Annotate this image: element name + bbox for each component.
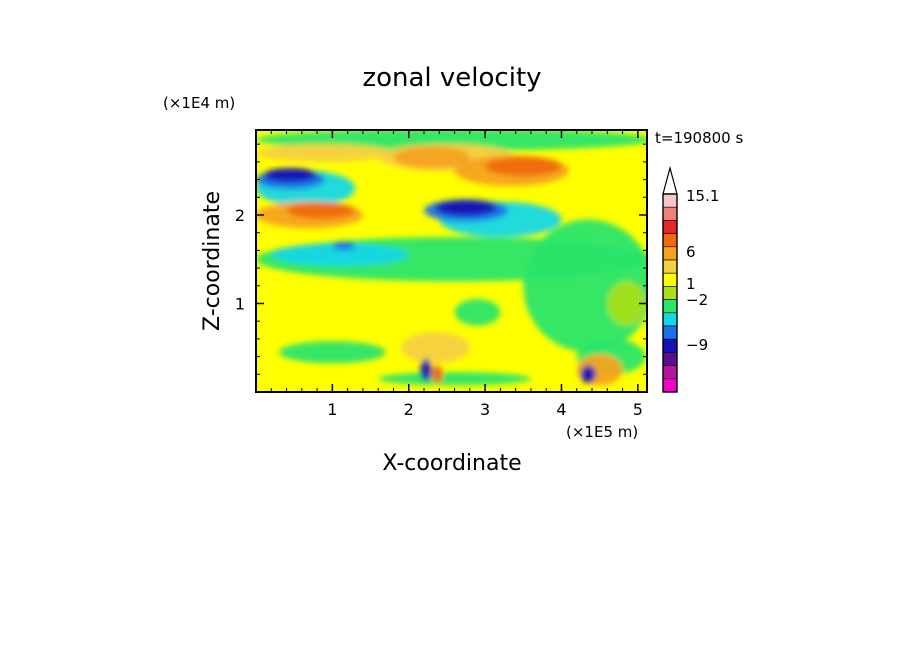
colorbar-label: 6: [686, 243, 696, 261]
x-unit-label: (×1E5 m): [566, 423, 638, 441]
time-label: t=190800 s: [655, 129, 743, 147]
colorbar-arrow: [662, 165, 678, 195]
colorbar-swatch: [662, 286, 678, 300]
contour-region: [485, 156, 562, 176]
contour-region: [401, 332, 470, 364]
velocity-field: [256, 130, 647, 392]
colorbar-swatch: [662, 233, 678, 248]
x-tick-label: 5: [633, 400, 643, 419]
colorbar-swatch: [662, 299, 678, 314]
contour-region: [607, 281, 646, 326]
colorbar-swatch: [662, 325, 678, 340]
colorbar-swatch: [662, 206, 678, 221]
contour-region: [431, 365, 444, 384]
contour-region: [454, 299, 501, 326]
contour-region: [286, 202, 356, 219]
contour-region: [393, 146, 470, 169]
contour-region: [256, 144, 394, 162]
contour-region: [378, 372, 531, 386]
colorbar-swatch: [662, 378, 678, 393]
contour-region: [435, 199, 497, 216]
x-tick-label: 1: [327, 400, 337, 419]
y-axis: 12: [235, 143, 647, 375]
y-axis-label: Z-coordinate: [200, 191, 225, 331]
colorbar-swatch: [662, 259, 678, 274]
plot-frame: [255, 129, 648, 393]
colorbar-label: −9: [686, 336, 708, 354]
field-contours: [256, 130, 647, 386]
colorbar-label: 1: [686, 275, 696, 293]
contour-region: [263, 168, 318, 183]
contour-region: [580, 365, 596, 384]
colorbar-label: −2: [686, 291, 708, 309]
colorbar-frame: [662, 193, 678, 393]
colorbar-swatch: [662, 193, 678, 208]
chart-title: zonal velocity: [362, 63, 541, 93]
y-unit-label: (×1E4 m): [163, 94, 235, 112]
colorbar-swatch: [662, 220, 678, 234]
y-tick-label: 2: [235, 206, 245, 225]
colorbar-swatch: [662, 365, 678, 380]
contour-region: [332, 241, 356, 251]
colorbar: 15.1 6 1−2 −9: [662, 165, 719, 393]
contour-region: [271, 243, 409, 266]
y-tick-label: 1: [235, 294, 245, 313]
colorbar-swatch: [662, 338, 678, 353]
x-axis-label: X-coordinate: [382, 451, 521, 476]
colorbar-swatch: [662, 272, 678, 287]
colorbar-swatch: [662, 312, 678, 327]
contour-region: [278, 341, 386, 364]
x-tick-label: 2: [404, 400, 414, 419]
contour-region: [420, 358, 432, 381]
colorbar-swatch: [662, 246, 678, 261]
x-tick-label: 3: [480, 400, 490, 419]
colorbar-swatch: [662, 352, 678, 366]
x-tick-label: 4: [556, 400, 566, 419]
x-axis: 1 2 3 4 5: [270, 130, 643, 419]
colorbar-label: 15.1: [686, 187, 719, 205]
